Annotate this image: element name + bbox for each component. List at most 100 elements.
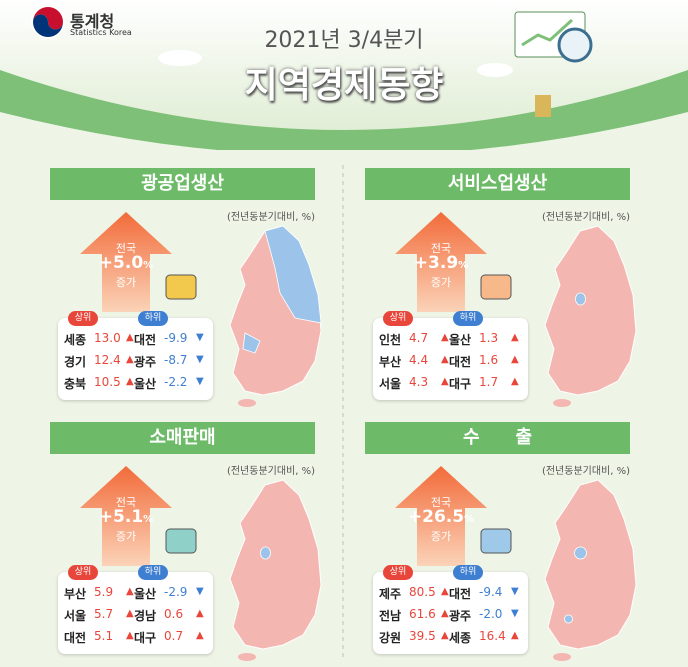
panel-title: 수 출 (365, 422, 630, 454)
logo-red (33, 7, 64, 30)
arrow-shape (80, 212, 172, 312)
logo-name: 통계청 (70, 12, 115, 31)
arrow: ▼ (196, 376, 204, 387)
region: 부산 (379, 355, 402, 369)
arrow: ▼ (511, 586, 519, 597)
bottom-label: 하위 (453, 311, 483, 326)
arrow: ▼ (196, 332, 204, 343)
region: 대구 (449, 377, 472, 391)
value: 12.4 (94, 353, 121, 367)
value: 0.7 (164, 629, 184, 643)
value: 80.5 (409, 585, 436, 599)
region: 경남 (134, 609, 157, 623)
region: 광주 (134, 355, 157, 369)
national-unit: % (464, 514, 475, 525)
national-value: +3.9 (413, 253, 459, 273)
value: 10.5 (94, 375, 121, 389)
national-unit: % (143, 260, 154, 271)
map-region (242, 332, 261, 354)
bottom-label: 하위 (138, 311, 168, 326)
arrow: ▲ (441, 630, 449, 641)
national-value-wrap: +5.1% (78, 507, 174, 527)
national-value-wrap: +5.0% (78, 253, 174, 273)
unit: (전년동분기대비, %) (541, 466, 630, 477)
national-label: 전국 (115, 242, 137, 255)
value: -2.2 (164, 375, 188, 389)
value: 1.3 (479, 331, 499, 345)
icon-body (480, 528, 512, 554)
national-value-wrap: +3.9% (393, 253, 489, 273)
arrow-shape (80, 466, 172, 566)
region: 서울 (64, 609, 87, 623)
region: 대전 (64, 631, 87, 645)
national-change: 증가 (115, 530, 137, 543)
icon-chart (521, 18, 574, 47)
map-land (229, 479, 322, 650)
arrow: ▲ (511, 354, 519, 365)
top-label: 상위 (68, 565, 98, 580)
region: 대전 (449, 355, 472, 369)
top-label: 상위 (68, 311, 98, 326)
map (229, 479, 322, 661)
map-land (544, 225, 637, 396)
region: 서울 (379, 377, 402, 391)
map (544, 225, 637, 407)
national-unit: % (143, 514, 154, 525)
arrow: ▲ (441, 608, 449, 619)
header-wave-lower (0, 112, 688, 160)
map-jeju (238, 653, 256, 661)
region: 울산 (134, 587, 157, 601)
map-region (574, 546, 587, 560)
top-label: 상위 (383, 565, 413, 580)
icon-body (165, 274, 197, 300)
bottom-label: 하위 (453, 565, 483, 580)
national-label: 전국 (115, 496, 137, 509)
arrow-shape (395, 212, 487, 312)
national-change: 증가 (430, 276, 452, 289)
region: 충북 (64, 377, 87, 391)
region: 울산 (449, 333, 472, 347)
arrow: ▲ (126, 376, 134, 387)
icon (165, 528, 197, 554)
national-value-wrap: +26.5% (393, 507, 489, 527)
region: 울산 (134, 377, 157, 391)
icon (480, 528, 512, 554)
region: 대전 (134, 333, 157, 347)
region: 세종 (449, 631, 472, 645)
arrow-shape (395, 466, 487, 566)
icon-coins (535, 95, 551, 117)
arrow: ▲ (196, 630, 204, 641)
value: 1.6 (479, 353, 499, 367)
map-region (260, 546, 271, 560)
map (229, 225, 322, 407)
logo-blue (33, 14, 64, 37)
value: 0.6 (164, 607, 184, 621)
bottom-label: 하위 (138, 565, 168, 580)
rank-box: 상위 하위 제주 80.5 ▲ 전남 61.6 ▲ 강원 39.5 ▲ 대전 -9.4 ▼ 광주 -2.0 ▼ 세… (373, 565, 528, 654)
value: -9.9 (164, 331, 188, 345)
region: 인천 (379, 333, 402, 347)
value: 4.3 (409, 375, 429, 389)
national-value: +5.0 (98, 253, 144, 273)
map-land (544, 479, 637, 650)
map (544, 479, 637, 661)
arrow: ▲ (126, 608, 134, 619)
panel: 서비스업생산 (전년동분기대비, %) 전국 +3.9% 증가 상위 하위 인천 4.7 ▲ 부산 4… (365, 168, 637, 408)
region: 대전 (449, 587, 472, 601)
panel-title: 소매판매 (50, 422, 315, 454)
arrow: ▲ (126, 586, 134, 597)
national-arrow (395, 212, 487, 312)
region: 세종 (64, 333, 87, 347)
map-jeju (238, 399, 256, 407)
period: 2021년 3/4분기 (264, 28, 424, 53)
arrow: ▲ (511, 332, 519, 343)
value: -2.9 (164, 585, 188, 599)
arrow: ▼ (196, 354, 204, 365)
rank-box: 상위 하위 부산 5.9 ▲ 서울 5.7 ▲ 대전 5.1 ▲ 울산 -2.9 ▼ 경남 0.6 ▲ 대구 0.7… (58, 565, 213, 654)
arrow: ▲ (126, 332, 134, 343)
value: 5.1 (94, 629, 114, 643)
region: 제주 (379, 587, 402, 601)
region: 강원 (379, 631, 402, 645)
